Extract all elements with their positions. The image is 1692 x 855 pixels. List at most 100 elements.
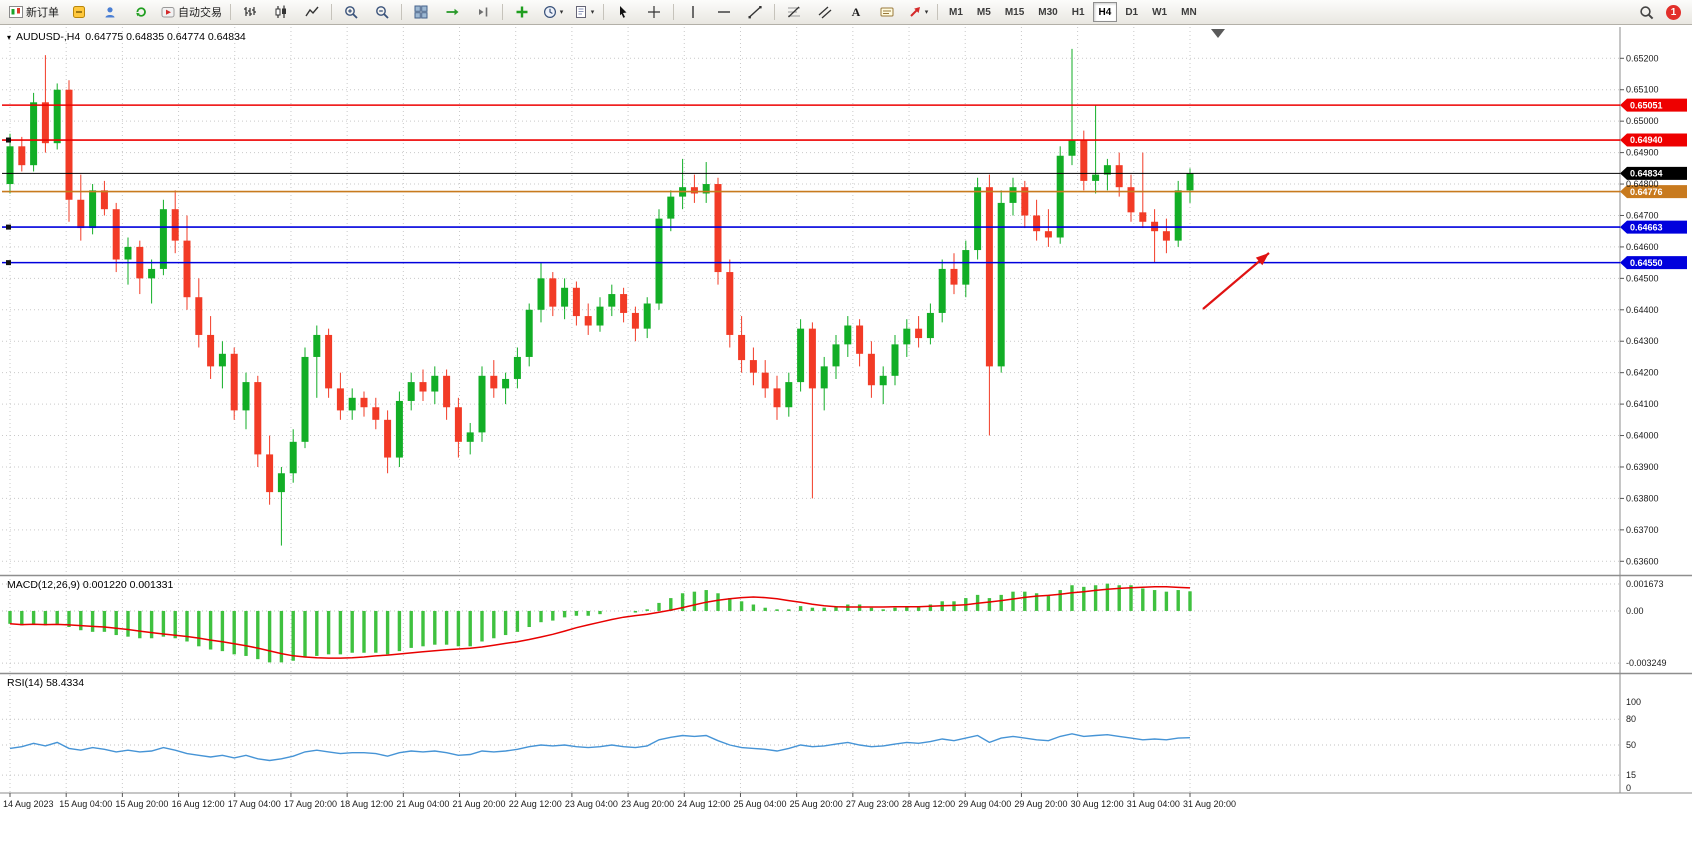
new-order-button[interactable]: 新订单: [5, 1, 63, 23]
chevron-down-icon: ▾: [590, 8, 595, 16]
toolbar-separator: [401, 4, 402, 20]
profile-button[interactable]: [95, 1, 125, 23]
horizontal-line-object[interactable]: 0.65051: [2, 98, 1687, 112]
channel-tool-button[interactable]: [810, 1, 840, 23]
candle: [230, 347, 238, 420]
candle: [926, 303, 934, 345]
line-chart-button[interactable]: [297, 1, 327, 23]
timeframe-m15-button[interactable]: M15: [1004, 6, 1025, 18]
zoom-in-button[interactable]: [336, 1, 366, 23]
svg-text:21 Aug 20:00: 21 Aug 20:00: [453, 799, 506, 809]
horizontal-line-icon: [718, 11, 730, 13]
candle: [136, 240, 144, 295]
candle: [18, 136, 26, 172]
svg-text:-0.003249: -0.003249: [1626, 658, 1667, 668]
candle: [903, 319, 911, 357]
svg-text:0.64776: 0.64776: [1630, 187, 1663, 197]
price-tag: [1620, 133, 1687, 147]
hline-objects-layer[interactable]: 0.65051 0.64940 0.64776 0.64663 0.64550: [2, 98, 1687, 270]
tile-windows-icon: [414, 5, 428, 19]
candlestick-chart-button[interactable]: [266, 1, 296, 23]
price-tag: [1620, 220, 1687, 234]
autotrading-button[interactable]: 自动交易: [157, 1, 226, 23]
toolbar-separator: [673, 4, 674, 20]
timeframe-group: M1 M5 M15 M30 H1 H4 D1 W1 MN: [942, 2, 1204, 22]
svg-text:0.64800: 0.64800: [1626, 179, 1659, 189]
candle: [1115, 152, 1123, 197]
vertical-line-tool-button[interactable]: [678, 1, 708, 23]
candle: [537, 262, 545, 323]
candle: [301, 347, 309, 449]
timeframe-m5-button[interactable]: M5: [976, 6, 991, 18]
chart-shift-marker[interactable]: [1211, 29, 1225, 38]
templates-button[interactable]: ▾: [569, 1, 599, 23]
candle: [254, 375, 262, 467]
horizontal-line-tool-button[interactable]: [709, 1, 739, 23]
toolbar-separator: [502, 4, 503, 20]
search-button[interactable]: [1631, 1, 1661, 23]
line-selection-handle: [6, 137, 11, 143]
current-price-line: 0.64834: [2, 166, 1687, 180]
zoom-out-button[interactable]: [367, 1, 397, 23]
candle: [372, 397, 380, 430]
svg-text:23 Aug 20:00: 23 Aug 20:00: [621, 799, 674, 809]
candle: [785, 372, 793, 417]
candle: [195, 278, 203, 348]
candle: [6, 133, 14, 194]
horizontal-line-object[interactable]: 0.64663: [2, 220, 1687, 234]
svg-text:0.64700: 0.64700: [1626, 210, 1659, 220]
timeframe-mn-button[interactable]: MN: [1181, 6, 1197, 18]
auto-scroll-button[interactable]: [437, 1, 467, 23]
chart-shift-button[interactable]: [468, 1, 498, 23]
frame-layer: [0, 27, 1692, 794]
timeframe-m1-button[interactable]: M1: [949, 6, 963, 18]
chart-menu-caret-icon[interactable]: ▾: [7, 32, 12, 42]
candle: [407, 372, 415, 411]
candle: [726, 259, 734, 348]
cursor-button[interactable]: [608, 1, 638, 23]
timeframe-h4-button[interactable]: H4: [1092, 2, 1118, 22]
toolbar-separator: [774, 4, 775, 20]
metaeditor-button[interactable]: [64, 1, 94, 23]
crosshair-button[interactable]: [639, 1, 669, 23]
periods-button[interactable]: ▾: [538, 1, 568, 23]
svg-text:0.64900: 0.64900: [1626, 148, 1659, 158]
candle: [41, 55, 49, 153]
arrow-annotation[interactable]: [1202, 249, 1272, 310]
candle: [1068, 48, 1076, 166]
candle: [466, 422, 474, 455]
horizontal-line-object[interactable]: 0.64940: [2, 133, 1687, 147]
timeframe-d1-button[interactable]: D1: [1125, 6, 1139, 18]
notification-badge[interactable]: 1: [1666, 4, 1681, 20]
svg-text:24 Aug 12:00: 24 Aug 12:00: [677, 799, 730, 809]
candle: [53, 83, 61, 150]
timeframe-m30-button[interactable]: M30: [1038, 6, 1058, 18]
svg-text:29 Aug 04:00: 29 Aug 04:00: [958, 799, 1011, 809]
svg-text:18 Aug 12:00: 18 Aug 12:00: [340, 799, 393, 809]
horizontal-line-object[interactable]: 0.64550: [2, 256, 1687, 270]
bar-chart-button[interactable]: [235, 1, 265, 23]
tile-windows-button[interactable]: [406, 1, 436, 23]
svg-text:0.65000: 0.65000: [1626, 116, 1659, 126]
text-label-tool-button[interactable]: [872, 1, 902, 23]
new-order-icon: [9, 6, 23, 18]
indicators-button[interactable]: [507, 1, 537, 23]
horizontal-line-object[interactable]: 0.64776: [2, 185, 1687, 199]
trendline-tool-button[interactable]: [740, 1, 770, 23]
timeframe-h1-button[interactable]: H1: [1071, 6, 1085, 18]
candle: [384, 410, 392, 474]
arrows-tool-button[interactable]: ▾: [903, 1, 933, 23]
timeframe-w1-button[interactable]: W1: [1152, 6, 1168, 18]
candle: [1021, 180, 1029, 229]
candle: [1139, 152, 1147, 229]
refresh-button[interactable]: [126, 1, 156, 23]
candle: [266, 435, 274, 505]
svg-text:100: 100: [1626, 697, 1641, 707]
svg-text:0.64600: 0.64600: [1626, 242, 1659, 252]
svg-text:0.64550: 0.64550: [1630, 258, 1663, 268]
text-tool-button[interactable]: A: [841, 1, 871, 23]
svg-text:15 Aug 04:00: 15 Aug 04:00: [59, 799, 112, 809]
zoom-in-icon: [345, 6, 358, 19]
fibonacci-tool-button[interactable]: [779, 1, 809, 23]
